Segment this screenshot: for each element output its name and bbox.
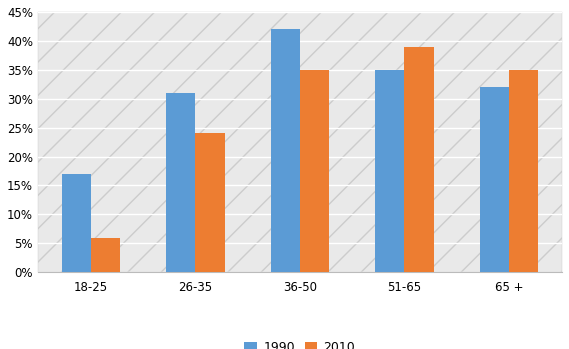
- Bar: [61, 174, 91, 272]
- Bar: [480, 87, 509, 272]
- Bar: [91, 238, 120, 272]
- Bar: [405, 47, 434, 272]
- Bar: [166, 93, 195, 272]
- Legend: 1990, 2010: 1990, 2010: [240, 336, 360, 349]
- Bar: [300, 70, 329, 272]
- Bar: [195, 133, 225, 272]
- Bar: [509, 70, 538, 272]
- Bar: [375, 70, 405, 272]
- Bar: [271, 29, 300, 272]
